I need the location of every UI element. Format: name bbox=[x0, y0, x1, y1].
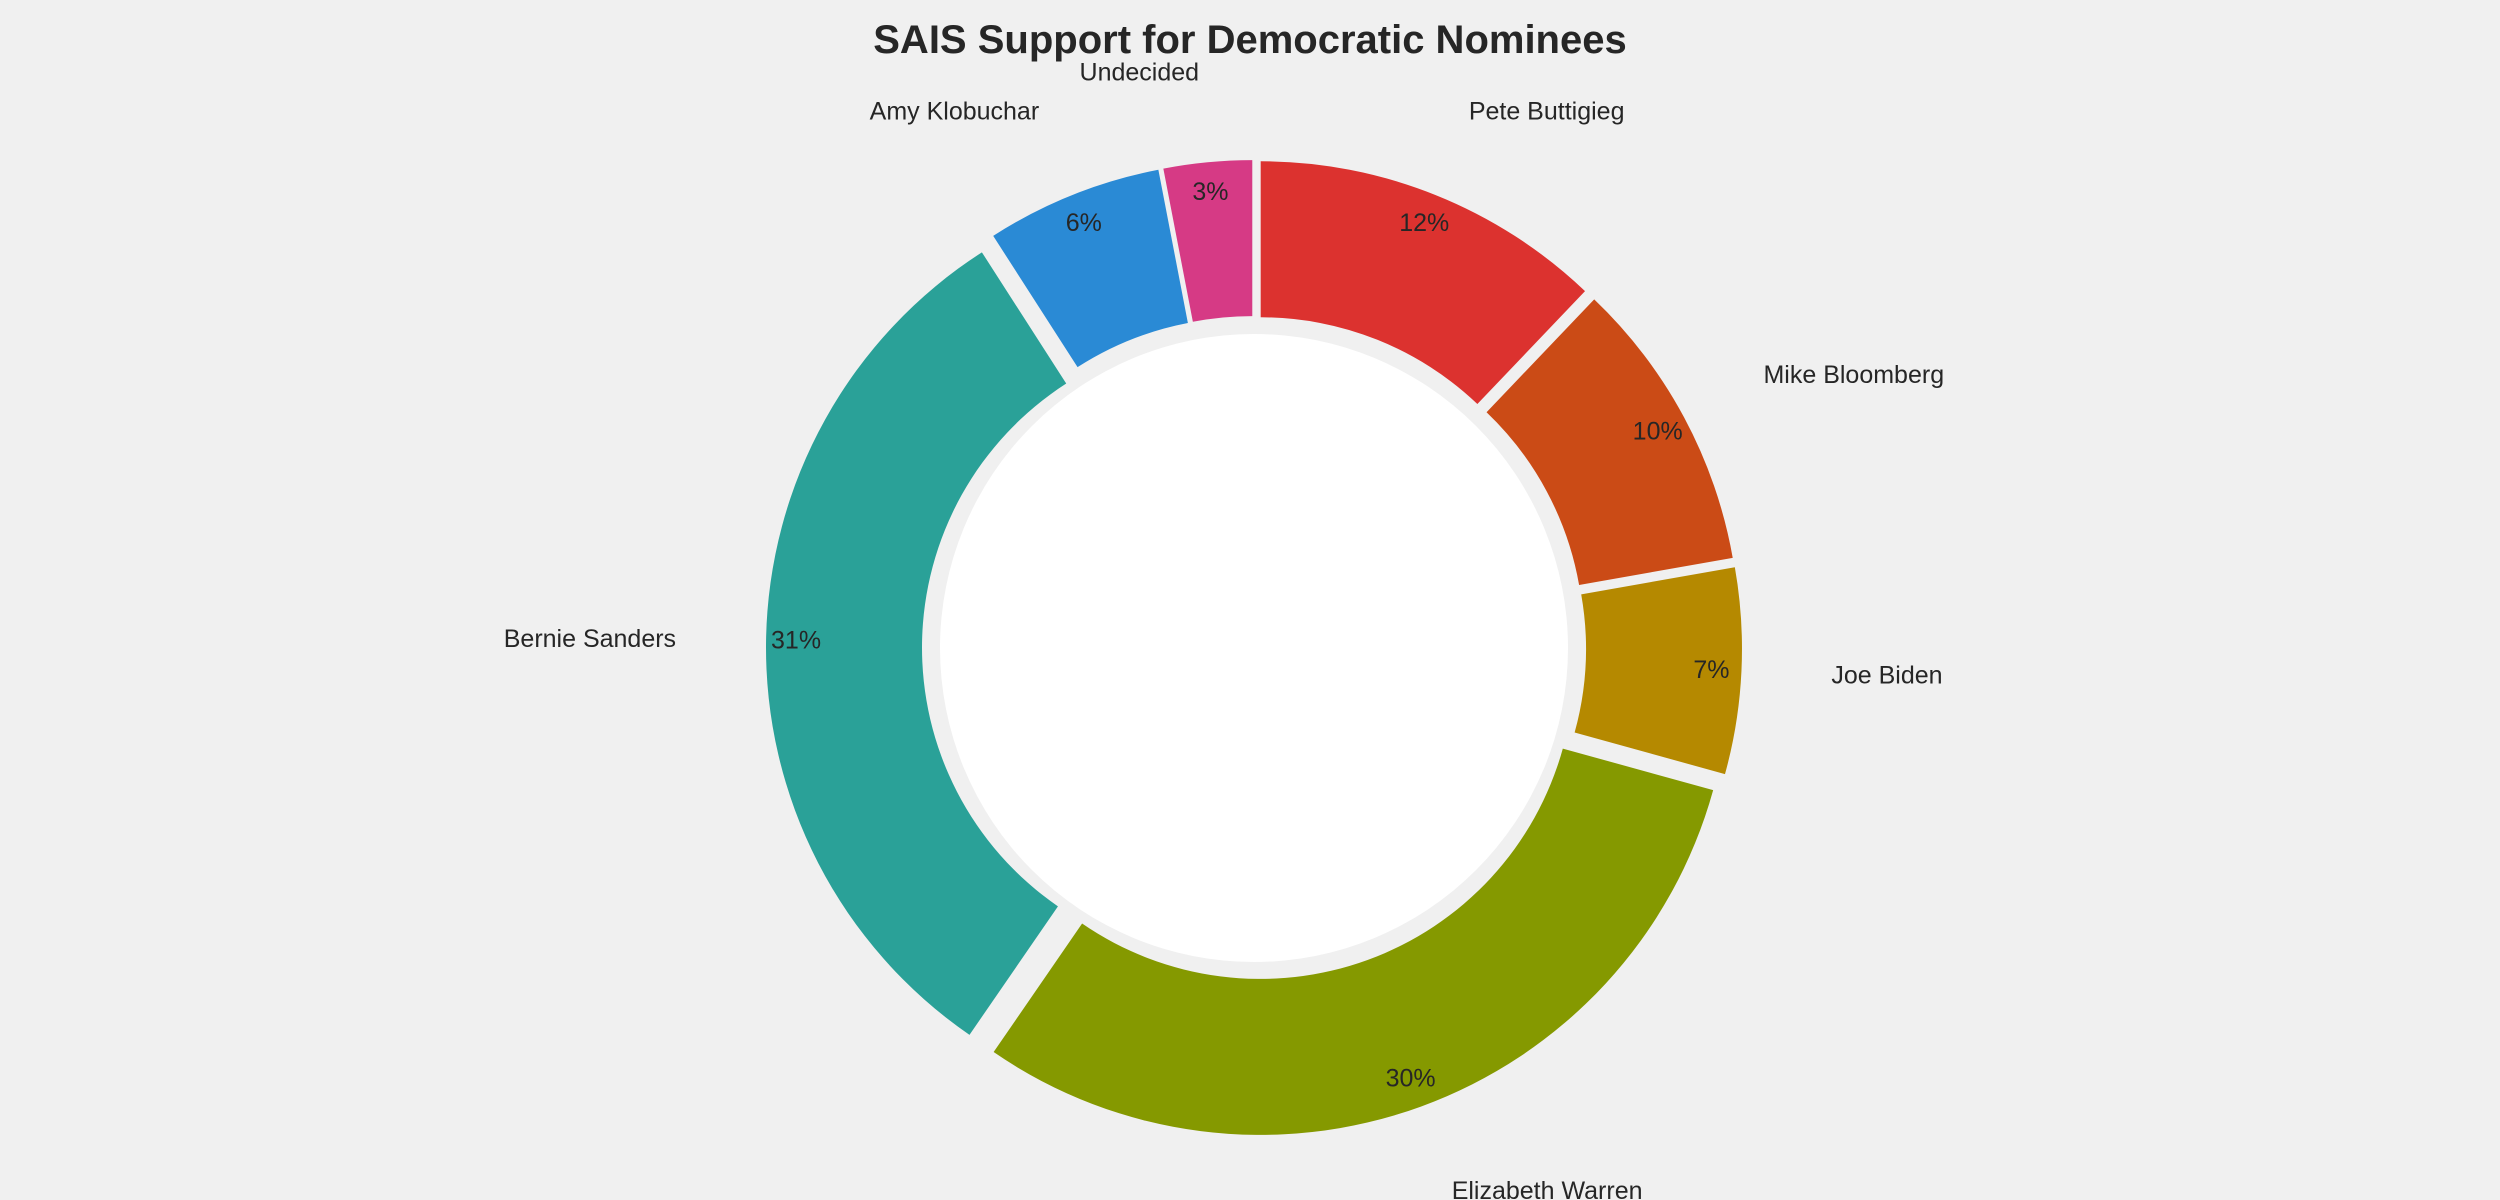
name-label-pete-buttigieg: Pete Buttigieg bbox=[1469, 97, 1625, 125]
pct-label-bernie-sanders: 31% bbox=[771, 627, 821, 655]
name-label-elizabeth-warren: Elizabeth Warren bbox=[1452, 1177, 1643, 1200]
pct-label-amy-klobuchar: 6% bbox=[1066, 209, 1102, 237]
slice-pete-buttigieg bbox=[1260, 161, 1586, 405]
name-label-undecided: Undecided bbox=[1080, 59, 1200, 87]
pct-label-elizabeth-warren: 30% bbox=[1386, 1064, 1436, 1092]
name-label-joe-biden: Joe Biden bbox=[1831, 662, 1942, 690]
slice-mike-bloomberg bbox=[1486, 299, 1733, 585]
pct-label-pete-buttigieg: 12% bbox=[1399, 209, 1449, 237]
name-label-bernie-sanders: Bernie Sanders bbox=[504, 625, 676, 653]
name-label-amy-klobuchar: Amy Klobuchar bbox=[870, 97, 1040, 125]
slice-elizabeth-warren bbox=[993, 748, 1714, 1135]
labels-layer: 3% Undecided 6% Amy Klobuchar 31% Bernie Sand… bbox=[504, 59, 1944, 1200]
slices-layer bbox=[766, 160, 1742, 1135]
slice-joe-biden bbox=[1574, 567, 1742, 775]
slice-undecided bbox=[1163, 160, 1253, 322]
slice-bernie-sanders bbox=[766, 252, 1067, 1035]
pct-label-mike-bloomberg: 10% bbox=[1633, 418, 1683, 446]
pct-label-undecided: 3% bbox=[1192, 178, 1228, 206]
chart-title: SAIS Support for Democratic Nominees bbox=[873, 18, 1627, 62]
donut-hole bbox=[940, 334, 1568, 962]
name-label-mike-bloomberg: Mike Bloomberg bbox=[1763, 361, 1944, 389]
pct-label-joe-biden: 7% bbox=[1693, 656, 1729, 684]
slice-amy-klobuchar bbox=[993, 169, 1188, 368]
